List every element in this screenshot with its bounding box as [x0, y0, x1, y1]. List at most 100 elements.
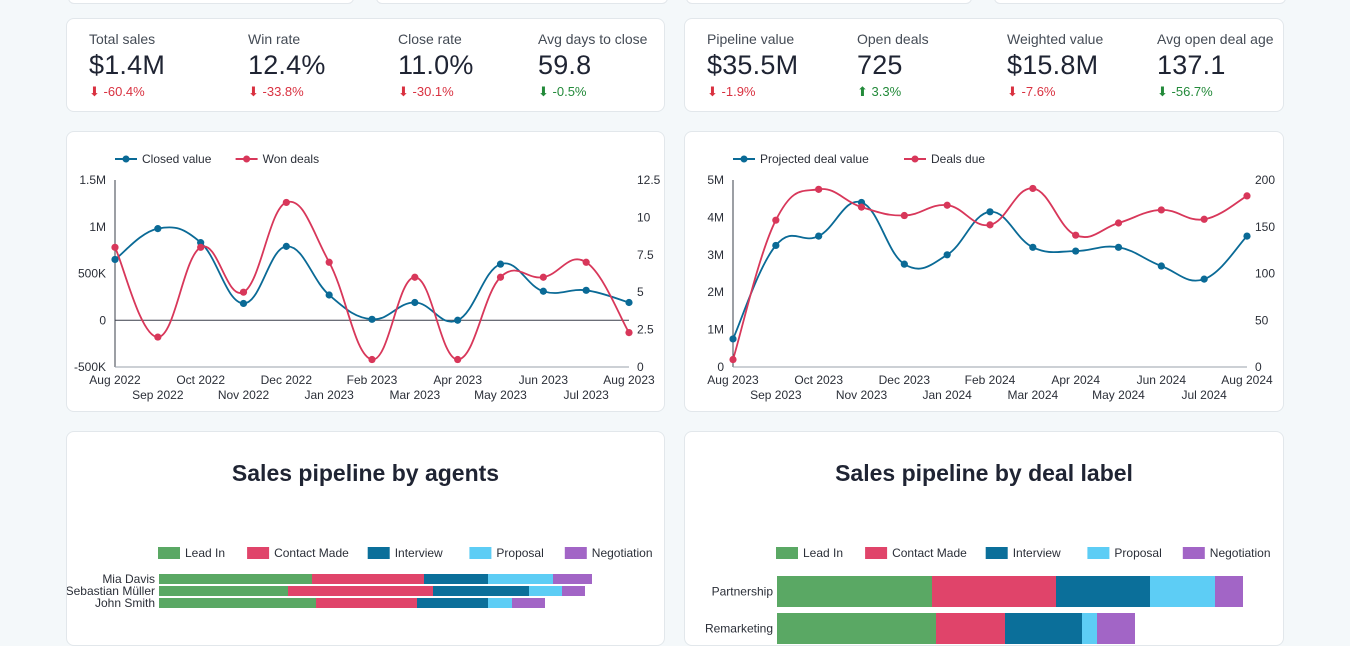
legend-swatch: [776, 547, 798, 559]
x-tick-label: Jan 2023: [304, 388, 354, 402]
bar-segment-lead-in: [159, 586, 288, 596]
kpi-label: Avg open deal age: [1157, 31, 1274, 47]
data-point: [1114, 219, 1123, 227]
y-tick-label-left: 4M: [707, 210, 724, 224]
y-tick-label-right: 12.5: [637, 173, 661, 187]
legend-label: Contact Made: [892, 546, 967, 560]
data-point: [154, 333, 162, 341]
x-tick-label: Nov 2023: [836, 388, 888, 402]
bar-segment-negotiation: [1215, 576, 1243, 607]
kpi-label: Win rate: [248, 31, 301, 47]
data-point: [1029, 184, 1037, 193]
bar-segment-lead-in: [777, 613, 936, 644]
kpi-label: Total sales: [89, 31, 156, 47]
data-point: [411, 273, 419, 281]
kpi-value: 725: [857, 50, 903, 80]
y-tick-label-right: 7.5: [637, 248, 654, 262]
data-point: [1114, 243, 1123, 251]
legend-swatch-marker: [243, 155, 251, 163]
y-tick-label-right: 5: [637, 285, 644, 299]
bar-segment-proposal: [488, 574, 553, 584]
x-tick-label: Jun 2024: [1137, 373, 1187, 387]
bar-segment-contact-made: [936, 613, 1005, 644]
y-tick-label-left: 0: [99, 313, 106, 327]
x-tick-label: Sep 2022: [132, 388, 184, 402]
bar-segment-proposal: [1150, 576, 1215, 607]
kpi-label: Avg days to close: [538, 31, 648, 47]
bar-segment-lead-in: [159, 574, 312, 584]
bar-segment-interview: [433, 586, 529, 596]
data-point: [496, 260, 505, 268]
data-point: [239, 288, 248, 296]
y-tick-label-right: 10: [637, 210, 651, 224]
data-point: [815, 185, 823, 193]
legend-swatch: [985, 547, 1008, 559]
x-tick-label: Aug 2023: [707, 373, 759, 387]
x-tick-label: Oct 2022: [176, 373, 225, 387]
legend-label: Negotiation: [1210, 546, 1271, 560]
arrow-up-icon: ⬆: [857, 84, 868, 99]
legend-swatch: [865, 547, 888, 559]
data-point: [900, 260, 908, 268]
legend-swatch: [564, 547, 587, 559]
closed-value-won-deals-chart: Closed value Won deals -500K 0 500K 1M 1.5M 0 2.…: [74, 152, 661, 402]
data-point: [900, 211, 908, 220]
kpi-close-rate: Close rate 11.0% ⬇ -30.1%: [398, 31, 474, 100]
card-edge: [686, 0, 972, 4]
legend-swatch-marker: [122, 155, 130, 163]
kpi-delta: ⬇ -1.9%: [707, 84, 756, 99]
bar-segment-proposal: [1082, 613, 1097, 644]
data-point: [625, 328, 633, 337]
card-edge: [994, 0, 1286, 4]
bar-segment-negotiation: [562, 586, 585, 596]
legend-label: Lead In: [803, 546, 843, 560]
y-tick-label-left: 2M: [707, 285, 724, 299]
legend-swatch-marker: [740, 155, 748, 163]
data-point: [1157, 206, 1165, 214]
legend-label: Lead In: [185, 546, 225, 560]
kpi-delta: ⬇ -56.7%: [1157, 84, 1213, 99]
x-tick-label: Nov 2022: [218, 388, 270, 402]
data-point: [454, 355, 462, 364]
data-point: [197, 243, 205, 251]
legend-label: Proposal: [1114, 546, 1161, 560]
x-tick-label: Aug 2023: [603, 373, 655, 387]
data-point: [496, 273, 505, 281]
x-tick-label: Jul 2023: [563, 388, 609, 402]
data-point: [111, 243, 119, 251]
kpi-delta: ⬇ -60.4%: [89, 84, 145, 99]
kpi-delta: ⬆ 3.3%: [857, 84, 902, 99]
y-tick-label-left: -500K: [74, 360, 106, 374]
data-point: [943, 251, 951, 259]
legend-label: Interview: [395, 546, 443, 560]
x-tick-label: Feb 2024: [965, 373, 1016, 387]
bar-segment-interview: [424, 574, 488, 584]
bar-segment-interview: [1056, 576, 1150, 607]
card-edge: [68, 0, 354, 4]
legend-swatch: [1087, 547, 1110, 559]
y-tick-label-left: 1M: [89, 220, 106, 234]
kpi-avg-open-deal-age: Avg open deal age 137.1 ⬇ -56.7%: [1157, 31, 1274, 100]
chart-title: Sales pipeline by agents: [231, 460, 500, 486]
kpi-label: Close rate: [398, 31, 462, 47]
x-tick-label: Sep 2023: [750, 388, 802, 402]
legend-swatch: [247, 547, 270, 559]
kpi-pipeline-value: Pipeline value $35.5M ⬇ -1.9%: [707, 31, 798, 100]
kpi-value: $35.5M: [707, 50, 799, 80]
data-point: [454, 316, 462, 324]
x-tick-label: Jul 2024: [1181, 388, 1227, 402]
x-tick-label: Oct 2023: [794, 373, 843, 387]
legend-label: Projected deal value: [760, 152, 869, 166]
data-point: [239, 299, 248, 308]
kpi-avg-days-to-close: Avg days to close 59.8 ⬇ -0.5%: [538, 31, 647, 100]
data-point: [857, 203, 866, 211]
data-point: [772, 216, 780, 224]
kpi-label: Pipeline value: [707, 31, 795, 47]
data-point: [625, 298, 633, 307]
data-point: [1029, 243, 1037, 251]
legend-swatch: [367, 547, 390, 559]
x-tick-label: Jan 2024: [922, 388, 972, 402]
y-tick-label-left: 5M: [707, 173, 724, 187]
data-point: [1200, 275, 1208, 283]
x-tick-label: Apr 2024: [1051, 373, 1100, 387]
